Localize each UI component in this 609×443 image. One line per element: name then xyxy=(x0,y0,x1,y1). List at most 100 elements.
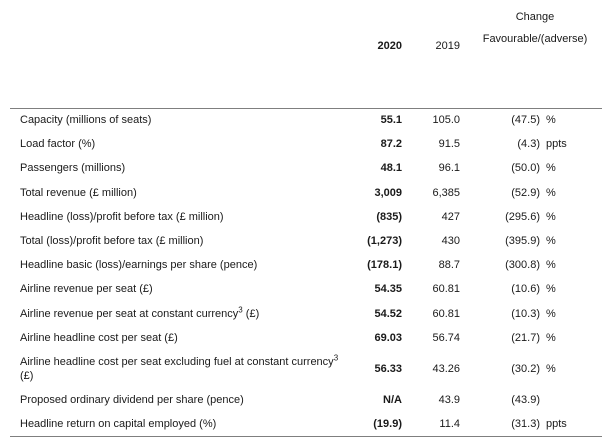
row-label-text: Passengers (millions) xyxy=(20,162,126,175)
row-label-text: Headline (loss)/profit before tax (£ mil… xyxy=(20,210,224,223)
change-unit: % xyxy=(546,283,556,296)
row-label: Passengers (millions) xyxy=(10,156,350,180)
row-label-text: Airline headline cost per seat excluding… xyxy=(20,355,334,368)
bottom-rule xyxy=(10,435,602,443)
table-row: Total (loss)/profit before tax (£ millio… xyxy=(10,229,602,253)
value-2019: 43.9 xyxy=(438,393,460,406)
row-label: Airline headline cost per seat (£) xyxy=(10,326,350,350)
value-2020: 3,009 xyxy=(374,186,402,199)
value-2019: 60.81 xyxy=(432,283,460,296)
change-unit: % xyxy=(546,162,556,175)
header-2020: 2020 xyxy=(377,40,402,52)
change-value: (295.6) xyxy=(505,210,540,223)
row-label-text: Proposed ordinary dividend per share (pe… xyxy=(20,393,244,406)
value-2020: 54.35 xyxy=(374,283,402,296)
row-label: Airline revenue per seat (£) xyxy=(10,277,350,301)
row-label-text: Total (loss)/profit before tax (£ millio… xyxy=(20,235,204,248)
value-2019: 105.0 xyxy=(432,114,460,127)
row-label: Total (loss)/profit before tax (£ millio… xyxy=(10,229,350,253)
change-value: (30.2) xyxy=(511,362,540,375)
value-2019: 6,385 xyxy=(432,186,460,199)
change-unit: % xyxy=(546,235,556,248)
row-label-unit: (£) xyxy=(242,307,260,320)
table-row: Total revenue (£ million) 3,009 6,385 (52.9… xyxy=(10,181,602,205)
row-label: Airline headline cost per seat excluding… xyxy=(10,350,350,388)
change-value: (300.8) xyxy=(505,259,540,272)
change-value: (10.6) xyxy=(511,283,540,296)
table-row: Headline (loss)/profit before tax (£ mil… xyxy=(10,205,602,229)
change-unit: % xyxy=(546,307,556,320)
table-row: Headline basic (loss)/earnings per share… xyxy=(10,253,602,277)
change-unit: % xyxy=(546,331,556,344)
change-value: (10.3) xyxy=(511,307,540,320)
change-value: (52.9) xyxy=(511,186,540,199)
value-2020: 69.03 xyxy=(374,331,402,344)
row-label: Headline basic (loss)/earnings per share… xyxy=(10,253,350,277)
change-value: (50.0) xyxy=(511,162,540,175)
value-2019: 43.26 xyxy=(432,362,460,375)
change-unit: ppts xyxy=(546,417,567,430)
table-row: Airline headline cost per seat (£) 69.03 5… xyxy=(10,326,602,350)
row-label-text: Airline revenue per seat (£) xyxy=(20,283,153,296)
change-unit: % xyxy=(546,362,556,375)
value-2020: N/A xyxy=(383,393,402,406)
change-value: (4.3) xyxy=(517,138,540,151)
row-label-unit: (£) xyxy=(20,369,34,382)
footnote-marker: 3 xyxy=(333,353,339,363)
row-label: Capacity (millions of seats) xyxy=(10,108,350,132)
value-2019: 88.7 xyxy=(438,259,460,272)
row-label-text: Headline basic (loss)/earnings per share… xyxy=(20,259,258,272)
header-rule xyxy=(10,58,602,109)
value-2019: 427 xyxy=(441,210,460,223)
table-row: Passengers (millions) 48.1 96.1 (50.0)% xyxy=(10,156,602,180)
table-body: Capacity (millions of seats) 55.1 105.0 (47… xyxy=(10,108,602,436)
footnote-marker: 3 xyxy=(238,304,243,314)
change-unit: % xyxy=(546,114,556,127)
change-value: (47.5) xyxy=(511,114,540,127)
row-label-text: Airline headline cost per seat (£) xyxy=(20,331,178,344)
change-unit: ppts xyxy=(546,138,567,151)
row-label-text: Total revenue (£ million) xyxy=(20,186,137,199)
table-row: Capacity (millions of seats) 55.1 105.0 (47… xyxy=(10,108,602,132)
table-row: Airline revenue per seat (£) 54.35 60.81 (1… xyxy=(10,277,602,301)
change-value: (31.3) xyxy=(511,417,540,430)
row-label-text: Headline return on capital employed (%) xyxy=(20,417,217,430)
header-change-subtitle: Favourable/(adverse) xyxy=(482,33,588,45)
value-2019: 91.5 xyxy=(438,138,460,151)
change-value: (395.9) xyxy=(505,235,540,248)
value-2020: 54.52 xyxy=(374,307,402,320)
row-label: Total revenue (£ million) xyxy=(10,181,350,205)
table-row: Airline headline cost per seat excluding… xyxy=(10,350,602,388)
change-unit: % xyxy=(546,186,556,199)
table-header: 2020 2019 Change Favourable/(adverse) xyxy=(10,8,602,109)
value-2019: 60.81 xyxy=(432,307,460,320)
value-2020: (19.9) xyxy=(373,417,402,430)
value-2020: 48.1 xyxy=(380,162,402,175)
row-label-text: Load factor (%) xyxy=(20,138,96,151)
header-change: Change Favourable/(adverse) xyxy=(468,8,602,58)
change-value: (21.7) xyxy=(511,331,540,344)
value-2020: 87.2 xyxy=(380,138,402,151)
value-2020: 56.33 xyxy=(374,362,402,375)
header-change-title: Change xyxy=(515,11,555,23)
change-unit xyxy=(540,388,602,412)
row-label: Headline return on capital employed (%) xyxy=(10,412,350,436)
row-label: Load factor (%) xyxy=(10,132,350,156)
table-row: Proposed ordinary dividend per share (pe… xyxy=(10,388,602,412)
header-label-cell xyxy=(10,8,350,58)
value-2019: 430 xyxy=(441,235,460,248)
row-label: Airline revenue per seat at constant cur… xyxy=(10,302,350,326)
value-2019: 56.74 xyxy=(432,331,460,344)
row-label: Headline (loss)/profit before tax (£ mil… xyxy=(10,205,350,229)
value-2019: 11.4 xyxy=(439,417,460,430)
kpi-table: 2020 2019 Change Favourable/(adverse) Ca… xyxy=(10,8,602,443)
table-row: Headline return on capital employed (%) (… xyxy=(10,412,602,436)
financial-summary: 2020 2019 Change Favourable/(adverse) Ca… xyxy=(10,11,602,443)
table-row: Airline revenue per seat at constant cur… xyxy=(10,302,602,326)
table-row: Load factor (%) 87.2 91.5 (4.3) ppts xyxy=(10,132,602,156)
value-2020: (1,273) xyxy=(367,235,402,248)
change-unit: % xyxy=(546,259,556,272)
row-label-text: Airline revenue per seat at constant cur… xyxy=(20,307,239,320)
value-2020: (178.1) xyxy=(367,259,402,272)
change-unit: % xyxy=(546,210,556,223)
